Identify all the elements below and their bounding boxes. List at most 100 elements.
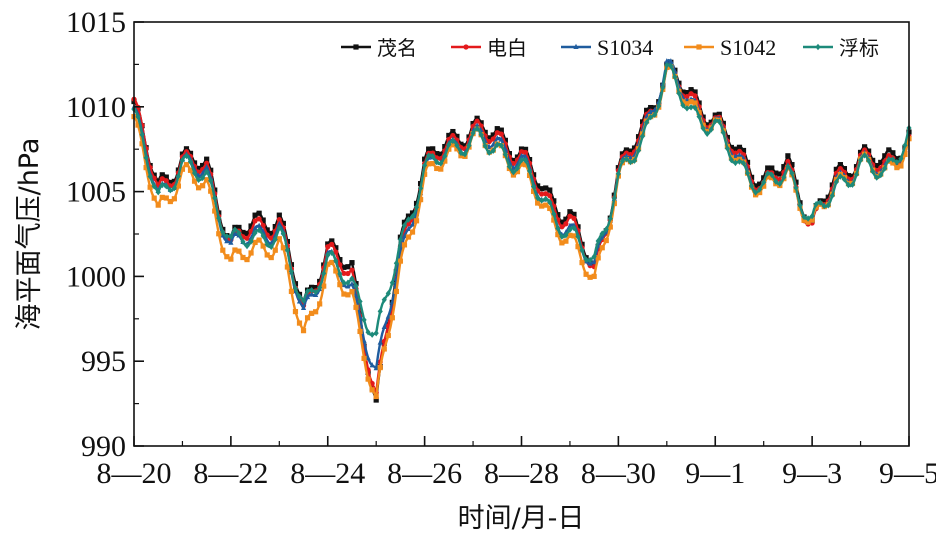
data-point xyxy=(333,268,339,274)
data-point xyxy=(345,283,351,289)
data-point xyxy=(466,142,472,149)
data-point xyxy=(470,120,476,127)
data-point xyxy=(438,166,444,172)
data-point xyxy=(753,189,759,196)
data-point xyxy=(510,157,517,164)
data-point xyxy=(442,158,448,164)
data-point xyxy=(486,135,492,141)
data-point xyxy=(692,100,698,106)
data-point xyxy=(894,165,900,171)
data-point xyxy=(870,168,876,175)
data-point xyxy=(623,150,630,156)
data-point xyxy=(684,90,690,96)
data-point xyxy=(333,257,339,264)
data-point xyxy=(648,113,654,121)
series-line xyxy=(133,63,911,336)
data-point xyxy=(833,178,839,186)
data-point xyxy=(555,232,561,238)
data-point xyxy=(183,152,190,160)
data-point xyxy=(446,141,452,148)
data-point xyxy=(276,224,282,232)
data-point xyxy=(446,146,452,152)
data-point xyxy=(841,176,848,183)
data-point xyxy=(571,224,577,232)
data-point xyxy=(422,156,428,162)
data-point xyxy=(785,158,791,165)
data-point xyxy=(430,160,436,167)
data-point xyxy=(280,230,286,238)
data-point xyxy=(393,288,399,295)
data-point xyxy=(789,162,795,168)
data-point xyxy=(635,147,642,154)
data-point xyxy=(684,101,690,107)
x-tick-label: 8—20 xyxy=(97,457,172,490)
x-tick-label: 8—26 xyxy=(387,457,462,490)
data-point xyxy=(195,176,202,184)
data-point xyxy=(801,217,807,223)
data-point xyxy=(317,301,323,307)
data-point xyxy=(244,235,250,241)
data-point xyxy=(696,113,702,120)
data-point xyxy=(514,169,521,175)
data-point xyxy=(232,247,238,253)
data-point xyxy=(890,156,896,163)
data-point xyxy=(664,58,670,64)
data-point xyxy=(280,245,286,251)
data-point xyxy=(761,175,767,181)
data-point xyxy=(159,181,165,189)
data-point xyxy=(595,237,601,245)
data-point xyxy=(494,126,500,132)
data-point xyxy=(284,246,290,254)
data-point xyxy=(563,231,569,239)
data-point xyxy=(405,225,412,232)
data-point xyxy=(801,213,807,221)
data-point xyxy=(736,144,743,150)
data-point xyxy=(684,105,690,112)
y-tick-label: 990 xyxy=(81,430,126,463)
data-point xyxy=(765,165,771,171)
data-point xyxy=(740,160,747,167)
data-point xyxy=(890,160,896,166)
data-point xyxy=(841,166,848,172)
data-point xyxy=(619,158,626,165)
data-point xyxy=(559,224,565,230)
data-point xyxy=(857,156,864,164)
data-point xyxy=(514,164,521,172)
data-point xyxy=(268,230,274,237)
data-point xyxy=(853,171,860,178)
data-point xyxy=(898,155,904,162)
data-point xyxy=(793,184,799,192)
data-point xyxy=(591,253,597,260)
data-point xyxy=(732,150,739,156)
data-point xyxy=(426,161,432,167)
data-point xyxy=(494,130,500,136)
data-point xyxy=(204,168,210,175)
data-point xyxy=(886,152,892,159)
legend-item: 茂名 xyxy=(341,36,417,60)
data-point xyxy=(204,156,210,162)
data-point xyxy=(736,158,743,165)
data-point xyxy=(498,127,504,133)
data-point xyxy=(575,244,581,250)
data-point xyxy=(365,376,371,382)
data-point xyxy=(143,165,149,171)
data-point xyxy=(260,232,266,240)
data-point xyxy=(200,174,206,182)
data-point xyxy=(200,162,206,169)
data-point xyxy=(769,171,775,179)
data-point xyxy=(256,237,262,243)
data-point xyxy=(272,247,278,253)
data-point xyxy=(583,256,589,263)
data-point xyxy=(829,192,835,199)
data-point xyxy=(579,259,585,266)
data-point xyxy=(450,137,456,145)
series-电白 xyxy=(131,62,912,396)
data-point xyxy=(434,158,440,166)
x-tick-label: 9—5 xyxy=(879,457,936,490)
data-point xyxy=(522,157,529,164)
data-point xyxy=(825,194,831,200)
data-point xyxy=(599,245,605,251)
data-point xyxy=(240,254,246,261)
data-point xyxy=(200,183,206,189)
